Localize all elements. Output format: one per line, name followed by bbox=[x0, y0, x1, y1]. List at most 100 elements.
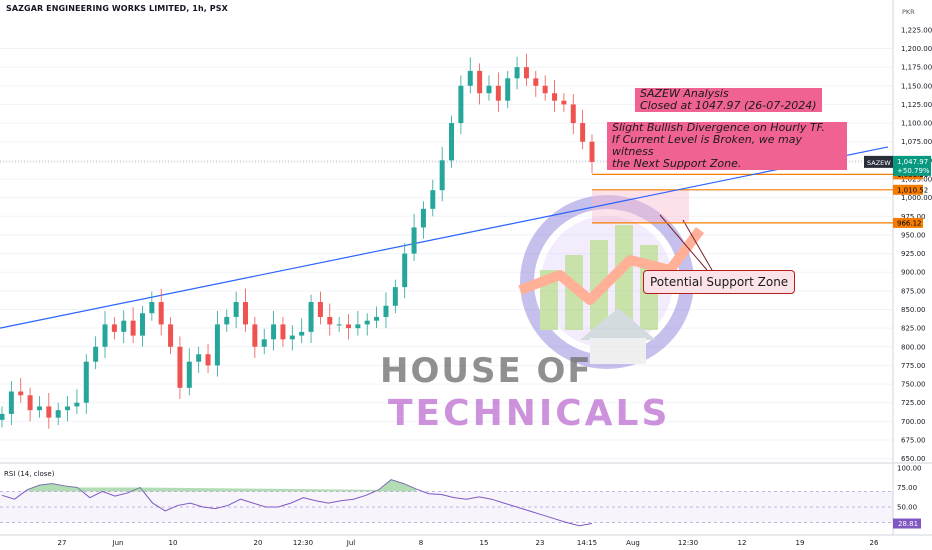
candle-body bbox=[177, 346, 183, 388]
rsi-line bbox=[1, 479, 593, 527]
time-tick-label: 27 bbox=[58, 539, 67, 547]
price-tick-label: 825.00 bbox=[901, 325, 926, 333]
price-tick-label: 1,075.00 bbox=[901, 138, 932, 146]
price-tick-label: 650.00 bbox=[901, 455, 926, 463]
level-tag bbox=[893, 184, 923, 195]
time-tick-label: 19 bbox=[796, 539, 805, 547]
note-line-2: If Current Level is Broken, we may witne… bbox=[612, 133, 802, 158]
candle-body bbox=[252, 324, 258, 347]
candle-body bbox=[121, 320, 127, 332]
time-tick-label: 15 bbox=[480, 539, 489, 547]
candle-body bbox=[561, 100, 567, 105]
support-zone-pointer bbox=[659, 214, 708, 271]
time-tick-label: 26 bbox=[870, 539, 879, 547]
candle-body bbox=[186, 361, 192, 388]
candle-body bbox=[280, 324, 286, 340]
candle-body bbox=[130, 320, 136, 336]
currency-label: PKR bbox=[902, 8, 915, 16]
trend-line bbox=[0, 146, 889, 329]
price-tag bbox=[893, 155, 931, 176]
candle-body bbox=[196, 354, 202, 362]
price-tick-label: 725.00 bbox=[901, 399, 926, 407]
candles bbox=[0, 53, 595, 429]
candle-body bbox=[317, 302, 323, 317]
price-tick-label: 700.00 bbox=[901, 418, 926, 426]
rsi-tick-label: 50.00 bbox=[897, 504, 917, 512]
candle-body bbox=[495, 85, 501, 101]
rsi-value-text: 28.81 bbox=[898, 520, 918, 528]
note-line-3: the Next Support Zone. bbox=[612, 157, 742, 170]
time-tick-label: Jul bbox=[346, 539, 356, 547]
candle-body bbox=[74, 402, 80, 407]
candle-body bbox=[93, 346, 99, 362]
price-tick-label: 925.00 bbox=[901, 250, 926, 258]
candle-body bbox=[233, 302, 239, 317]
candle-body bbox=[383, 305, 389, 317]
rsi-tick-label: 75.00 bbox=[897, 484, 917, 492]
candle-body bbox=[477, 70, 483, 94]
candle-body bbox=[289, 335, 295, 340]
candle-body bbox=[552, 93, 558, 101]
support-zone-box bbox=[592, 189, 689, 223]
candle-body bbox=[139, 313, 145, 336]
price-tick-label: 1,000.00 bbox=[901, 194, 932, 202]
candle-body bbox=[168, 324, 174, 347]
candle-body bbox=[589, 141, 595, 162]
price-tick-label: 775.00 bbox=[901, 362, 926, 370]
watermark-line-2: TECHNICALS bbox=[388, 393, 670, 434]
support-zone-pointer bbox=[682, 219, 713, 271]
candle-body bbox=[439, 160, 445, 191]
candle-body bbox=[214, 324, 220, 366]
price-tick-label: 1,225.00 bbox=[901, 26, 932, 34]
time-tick-label: 23 bbox=[536, 539, 545, 547]
time-tick-label: Jun bbox=[112, 539, 124, 547]
candle-body bbox=[364, 320, 370, 325]
rsi-overbought-fill bbox=[27, 479, 417, 492]
price-tick-label: 1,125.00 bbox=[901, 101, 932, 109]
candle-body bbox=[374, 316, 380, 321]
candle-body bbox=[0, 413, 5, 420]
analysis-close: Closed at 1047.97 (26-07-2024) bbox=[640, 99, 817, 112]
level-tag-text: 966.12 bbox=[897, 219, 922, 227]
note-box: Slight Bullish Divergence on Hourly TF. … bbox=[607, 122, 847, 170]
rsi-label: RSI (14, close) bbox=[4, 470, 55, 478]
logo-bar bbox=[615, 225, 633, 330]
price-tick-label: 1,100.00 bbox=[901, 120, 932, 128]
logo-house-roof bbox=[580, 308, 656, 340]
candle-body bbox=[149, 302, 155, 314]
price-tick-label: 1,200.00 bbox=[901, 45, 932, 53]
candle-body bbox=[533, 78, 539, 86]
price-tag-price: 1,047.97 bbox=[897, 158, 928, 166]
logo-house-body bbox=[590, 338, 646, 364]
price-tick-label: 875.00 bbox=[901, 287, 926, 295]
price-tick-label: 850.00 bbox=[901, 306, 926, 314]
time-tick-label: 12 bbox=[738, 539, 747, 547]
candle-body bbox=[271, 324, 277, 340]
candle-body bbox=[308, 302, 314, 332]
candle-body bbox=[55, 410, 61, 418]
candle-body bbox=[570, 104, 576, 124]
candle-body bbox=[205, 354, 211, 366]
candle-body bbox=[411, 227, 417, 254]
candle-body bbox=[224, 316, 230, 325]
candle-body bbox=[458, 85, 464, 124]
candle-body bbox=[299, 331, 305, 336]
candle-body bbox=[346, 324, 352, 329]
candle-body bbox=[102, 324, 108, 347]
candle-body bbox=[158, 302, 164, 325]
candle-body bbox=[542, 85, 548, 94]
candle-body bbox=[420, 208, 426, 228]
price-tick-label: 675.00 bbox=[901, 436, 926, 444]
price-tick-label: 1,150.00 bbox=[901, 82, 932, 90]
candle-body bbox=[336, 324, 342, 326]
candle-body bbox=[46, 406, 52, 418]
support-zone-label: Potential Support Zone bbox=[643, 270, 796, 294]
price-tick-label: 1,175.00 bbox=[901, 64, 932, 72]
analysis-box: SAZEW Analysis Closed at 1047.97 (26-07-… bbox=[635, 88, 822, 112]
candle-body bbox=[8, 391, 14, 414]
candle-body bbox=[355, 324, 361, 329]
candle-body bbox=[327, 316, 333, 325]
candle-body bbox=[18, 391, 24, 396]
time-tick-label: 20 bbox=[254, 539, 263, 547]
candle-body bbox=[486, 85, 492, 94]
